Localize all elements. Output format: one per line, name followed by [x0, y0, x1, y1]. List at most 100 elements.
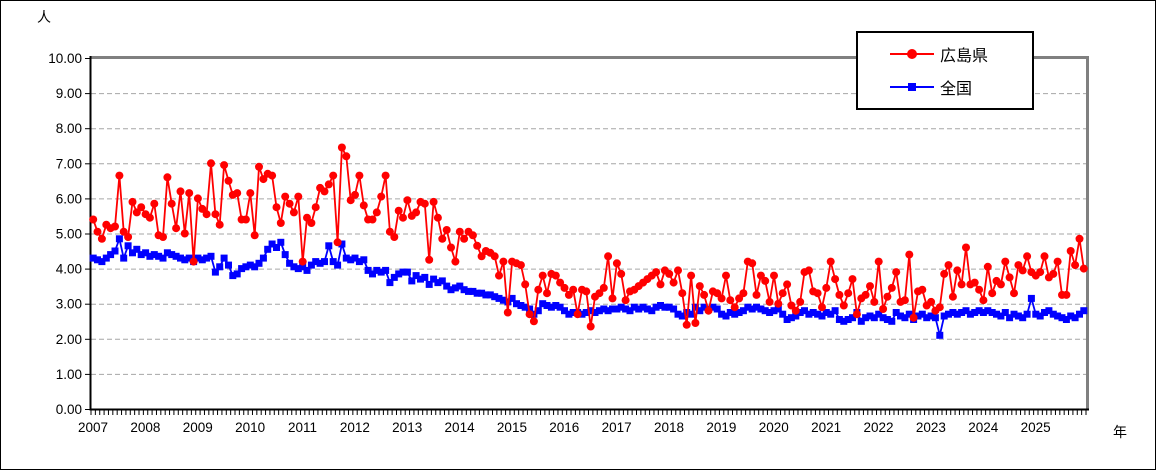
data-point	[839, 301, 848, 310]
data-point	[145, 213, 154, 222]
data-point	[119, 227, 128, 236]
data-point	[268, 171, 277, 180]
data-point	[281, 251, 289, 259]
data-point	[499, 257, 508, 266]
data-point	[962, 243, 970, 252]
data-point	[281, 192, 290, 201]
data-point	[207, 159, 215, 168]
y-axis-label: 1.00	[56, 367, 82, 382]
data-point	[285, 199, 294, 208]
data-point	[866, 282, 874, 291]
data-point	[657, 302, 664, 309]
data-point	[107, 251, 115, 259]
data-point	[1036, 268, 1045, 277]
data-point	[1076, 310, 1083, 318]
data-point	[1010, 289, 1018, 298]
data-point	[918, 285, 927, 294]
data-point	[849, 314, 856, 322]
x-axis-label: 2018	[654, 420, 684, 435]
data-point	[643, 305, 651, 313]
data-point	[89, 254, 97, 262]
data-point	[142, 249, 150, 257]
data-point	[321, 258, 328, 266]
data-point	[478, 289, 486, 297]
legend-item-hiroshima: 広島県	[890, 41, 1032, 67]
data-point	[163, 173, 172, 182]
data-point	[630, 303, 638, 311]
data-point	[783, 316, 791, 323]
data-point	[172, 224, 181, 233]
data-point	[215, 220, 224, 229]
data-point	[97, 234, 106, 243]
data-point	[582, 287, 591, 296]
data-point	[337, 143, 346, 152]
x-axis-label: 2009	[183, 420, 213, 435]
data-point	[128, 197, 137, 206]
data-point	[429, 197, 438, 206]
data-point	[386, 279, 394, 287]
data-point	[111, 247, 119, 255]
data-point	[844, 316, 852, 323]
x-axis-label: 2010	[235, 420, 265, 435]
data-point	[569, 309, 577, 316]
data-point	[892, 309, 900, 316]
data-point	[700, 290, 709, 299]
data-point	[682, 320, 691, 329]
data-point	[604, 307, 612, 315]
legend: 広島県 全国	[856, 31, 1034, 110]
data-point	[185, 254, 193, 262]
data-point	[927, 312, 935, 320]
data-point	[852, 310, 861, 319]
data-point	[364, 266, 372, 274]
data-point	[608, 294, 617, 303]
data-point	[486, 291, 494, 299]
data-point	[455, 227, 464, 236]
data-point	[753, 303, 760, 311]
data-point	[433, 213, 442, 222]
data-point	[565, 310, 573, 318]
data-point	[168, 251, 176, 259]
data-point	[438, 234, 447, 243]
data-point	[678, 312, 686, 320]
data-point	[953, 266, 962, 275]
x-axis-label: 2022	[864, 420, 894, 435]
data-point	[255, 259, 263, 267]
data-point	[434, 279, 442, 287]
data-point	[342, 254, 350, 262]
data-point	[538, 271, 547, 280]
y-axis-label: 8.00	[56, 121, 82, 136]
data-point	[953, 310, 961, 318]
data-point	[879, 314, 887, 322]
data-point	[1040, 252, 1049, 261]
data-point	[814, 310, 822, 318]
data-point	[513, 300, 520, 308]
x-axis-label: 2025	[1021, 420, 1051, 435]
data-point	[399, 213, 407, 222]
data-point	[888, 317, 896, 325]
data-point	[979, 296, 988, 305]
data-point	[1041, 309, 1048, 316]
data-point	[862, 314, 870, 322]
data-point	[717, 294, 726, 303]
y-axis-label: 9.00	[56, 86, 82, 101]
data-point	[744, 303, 752, 311]
data-point	[897, 312, 904, 320]
data-point	[948, 292, 957, 301]
x-axis-label: 2020	[759, 420, 789, 435]
data-point	[115, 171, 124, 180]
data-point	[822, 309, 830, 316]
data-point	[399, 268, 407, 276]
data-point	[516, 261, 525, 270]
data-point	[609, 305, 616, 313]
data-point	[202, 210, 211, 219]
data-point	[193, 194, 202, 203]
data-point	[198, 204, 207, 213]
data-point	[1023, 252, 1032, 261]
data-point	[639, 303, 647, 311]
data-point	[927, 297, 936, 306]
data-point	[320, 187, 329, 196]
data-point	[835, 290, 844, 299]
x-axis-label: 2015	[497, 420, 527, 435]
data-point	[539, 300, 547, 308]
data-point	[595, 289, 604, 298]
